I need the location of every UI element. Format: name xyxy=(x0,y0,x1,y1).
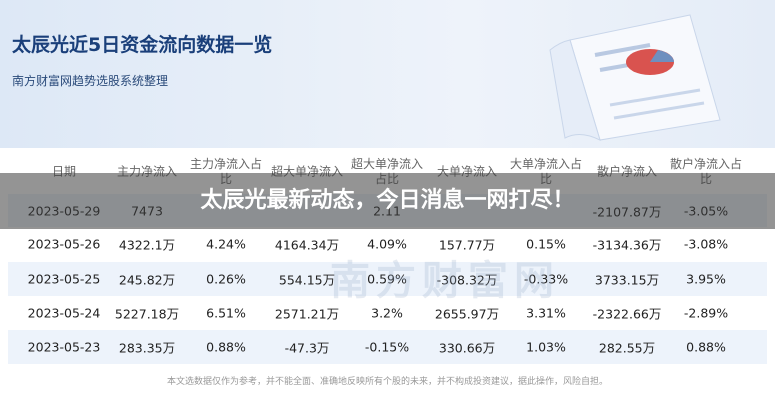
illustration xyxy=(549,14,721,141)
subtitle: 南方财富网趋势选股系统整理 xyxy=(12,74,169,88)
cell: 2023-05-24 xyxy=(27,305,101,321)
cell: 2571.21万 xyxy=(274,306,340,322)
cell: 2655.97万 xyxy=(434,306,500,322)
title: 太辰光近5日资金流向数据一览 xyxy=(12,34,273,56)
banner-bg xyxy=(0,173,775,229)
cell: 2023-05-25 xyxy=(27,271,101,287)
cell: 3.2% xyxy=(371,305,403,321)
cell: 6.51% xyxy=(206,305,246,321)
row-bg xyxy=(8,227,767,261)
cell: 0.26% xyxy=(206,271,246,287)
cell: -2322.66万 xyxy=(592,306,662,322)
row-bg xyxy=(8,330,767,364)
cell: -47.3万 xyxy=(284,340,330,356)
cell: 3733.15万 xyxy=(594,272,660,288)
cell: 283.35万 xyxy=(118,340,176,356)
cell: 4322.1万 xyxy=(118,237,176,253)
cell: 3.31% xyxy=(526,305,566,321)
cell: 330.66万 xyxy=(438,340,496,356)
cell: 157.77万 xyxy=(438,237,496,253)
cell: 0.15% xyxy=(526,236,566,252)
watermark: 南方财富网 xyxy=(330,258,560,304)
cell: 1.03% xyxy=(526,339,566,355)
cell: 5227.18万 xyxy=(114,306,180,322)
cell: 0.88% xyxy=(686,339,726,355)
cell: -3134.36万 xyxy=(592,237,662,253)
row-bg xyxy=(8,296,767,330)
row-bg xyxy=(8,262,767,296)
cell: -3.08% xyxy=(683,236,729,252)
cell: 3.95% xyxy=(686,271,726,287)
cell: 554.15万 xyxy=(278,272,336,288)
cell: 4.09% xyxy=(367,236,407,252)
cell: 2023-05-26 xyxy=(27,236,101,252)
cell: 4164.34万 xyxy=(274,237,340,253)
cell: 282.55万 xyxy=(598,340,656,356)
cell: 0.88% xyxy=(206,339,246,355)
header: 太辰光近5日资金流向数据一览 南方财富网趋势选股系统整理 xyxy=(0,0,775,148)
cell: -308.32万 xyxy=(436,272,498,288)
cell: 245.82万 xyxy=(118,272,176,288)
cell: 0.59% xyxy=(367,271,407,287)
cell: -0.33% xyxy=(523,271,569,287)
cell: 4.24% xyxy=(206,236,246,252)
banner: 太辰光最新动态，今日消息一网打尽！ xyxy=(200,188,575,213)
cell: -0.15% xyxy=(364,339,410,355)
cell: 2023-05-23 xyxy=(27,339,101,355)
footer: 本文选数据仅作为参考，并不能全面、准确地反映所有个股的未来，并不构成投资建议，据… xyxy=(166,377,608,387)
cell: -2.89% xyxy=(683,305,729,321)
